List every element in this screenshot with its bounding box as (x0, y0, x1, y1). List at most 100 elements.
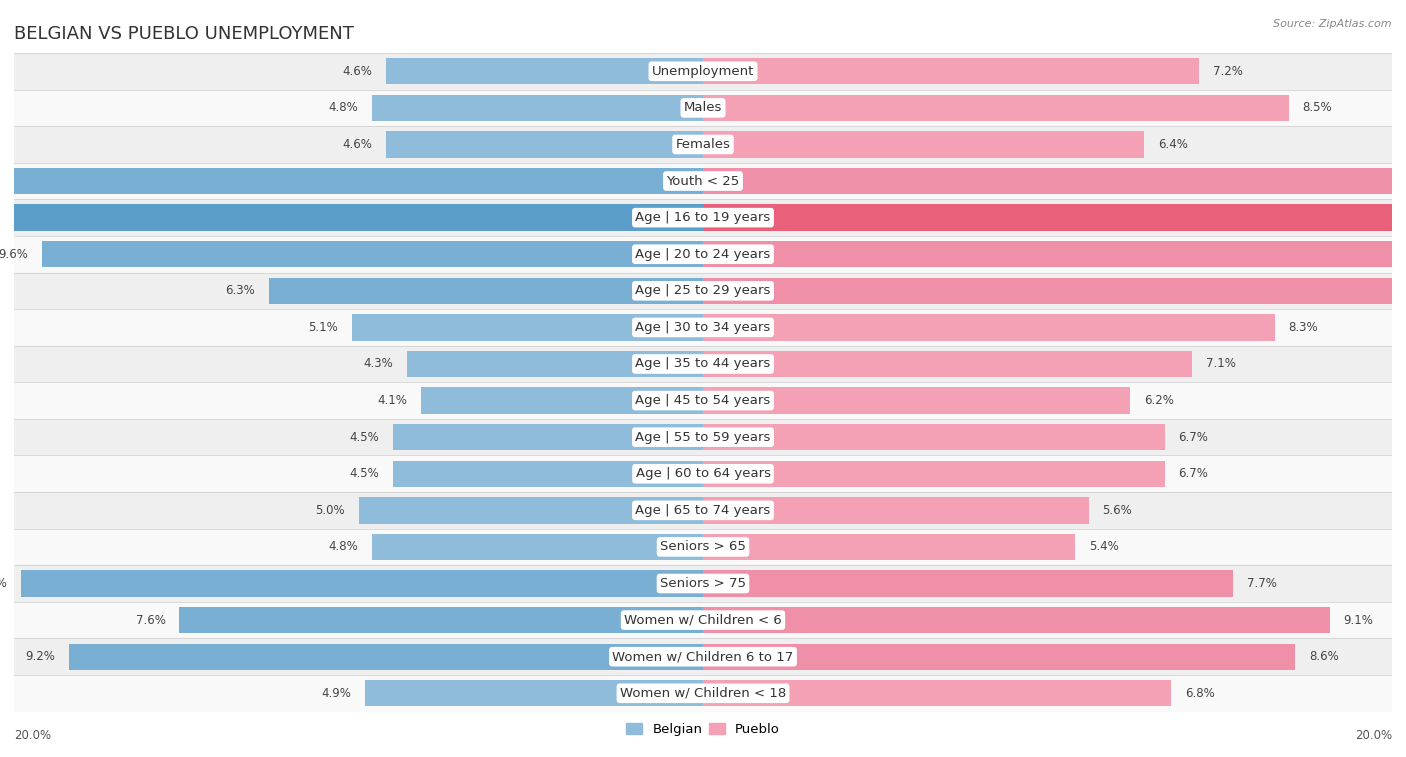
Text: BELGIAN VS PUEBLO UNEMPLOYMENT: BELGIAN VS PUEBLO UNEMPLOYMENT (14, 25, 354, 43)
Bar (14, 382, 1392, 419)
Bar (373, 534, 703, 560)
Bar (14, 638, 1392, 675)
Bar (703, 95, 1289, 121)
Bar (703, 350, 1192, 377)
Text: 7.2%: 7.2% (1213, 65, 1243, 78)
Text: Age | 16 to 19 years: Age | 16 to 19 years (636, 211, 770, 224)
Text: Youth < 25: Youth < 25 (666, 175, 740, 188)
Text: Females: Females (675, 138, 731, 151)
Bar (14, 309, 1392, 346)
Text: Source: ZipAtlas.com: Source: ZipAtlas.com (1274, 19, 1392, 29)
Bar (703, 497, 1088, 524)
Bar (14, 199, 1392, 236)
Bar (14, 528, 1392, 565)
Bar (703, 424, 1164, 450)
Bar (14, 565, 1392, 602)
Text: 4.5%: 4.5% (350, 431, 380, 444)
Bar (703, 204, 1406, 231)
Text: 4.3%: 4.3% (363, 357, 394, 370)
Text: 20.0%: 20.0% (14, 729, 51, 742)
Bar (366, 680, 703, 706)
Bar (14, 346, 1392, 382)
Bar (14, 273, 1392, 309)
Bar (42, 241, 703, 267)
Text: Age | 20 to 24 years: Age | 20 to 24 years (636, 248, 770, 260)
Text: Age | 60 to 64 years: Age | 60 to 64 years (636, 467, 770, 480)
Text: Age | 55 to 59 years: Age | 55 to 59 years (636, 431, 770, 444)
Text: 8.5%: 8.5% (1302, 101, 1331, 114)
Bar (0, 204, 703, 231)
Text: 5.0%: 5.0% (315, 504, 344, 517)
Text: 9.1%: 9.1% (1344, 614, 1374, 627)
Bar (14, 456, 1392, 492)
Bar (394, 424, 703, 450)
Text: 4.8%: 4.8% (329, 540, 359, 553)
Bar (703, 131, 1144, 157)
Text: 6.3%: 6.3% (225, 285, 256, 298)
Text: Age | 30 to 34 years: Age | 30 to 34 years (636, 321, 770, 334)
Bar (14, 163, 1392, 199)
Text: Women w/ Children < 6: Women w/ Children < 6 (624, 614, 782, 627)
Text: Age | 45 to 54 years: Age | 45 to 54 years (636, 394, 770, 407)
Text: 7.7%: 7.7% (1247, 577, 1277, 590)
Text: 9.9%: 9.9% (0, 577, 7, 590)
Bar (703, 388, 1130, 414)
Bar (269, 278, 703, 304)
Bar (394, 460, 703, 487)
Bar (14, 236, 1392, 273)
Legend: Belgian, Pueblo: Belgian, Pueblo (620, 717, 786, 741)
Bar (703, 643, 1295, 670)
Text: 6.2%: 6.2% (1144, 394, 1174, 407)
Bar (703, 460, 1164, 487)
Bar (69, 643, 703, 670)
Text: Age | 25 to 29 years: Age | 25 to 29 years (636, 285, 770, 298)
Text: 6.8%: 6.8% (1185, 687, 1215, 699)
Text: 6.7%: 6.7% (1178, 467, 1208, 480)
Text: 5.1%: 5.1% (308, 321, 337, 334)
Bar (14, 126, 1392, 163)
Bar (703, 168, 1406, 195)
Text: Age | 65 to 74 years: Age | 65 to 74 years (636, 504, 770, 517)
Bar (406, 350, 703, 377)
Text: 6.7%: 6.7% (1178, 431, 1208, 444)
Text: 8.6%: 8.6% (1309, 650, 1339, 663)
Bar (387, 58, 703, 85)
Text: 4.8%: 4.8% (329, 101, 359, 114)
Text: 5.4%: 5.4% (1088, 540, 1119, 553)
Bar (14, 89, 1392, 126)
Bar (180, 607, 703, 634)
Bar (703, 534, 1076, 560)
Text: 9.2%: 9.2% (25, 650, 55, 663)
Bar (703, 607, 1330, 634)
Text: Seniors > 65: Seniors > 65 (659, 540, 747, 553)
Bar (359, 497, 703, 524)
Text: 4.1%: 4.1% (377, 394, 406, 407)
Bar (14, 419, 1392, 456)
Text: Age | 35 to 44 years: Age | 35 to 44 years (636, 357, 770, 370)
Bar (373, 95, 703, 121)
Text: Seniors > 75: Seniors > 75 (659, 577, 747, 590)
Bar (703, 570, 1233, 597)
Text: 8.3%: 8.3% (1289, 321, 1319, 334)
Text: 4.6%: 4.6% (343, 138, 373, 151)
Bar (703, 314, 1275, 341)
Text: 7.6%: 7.6% (136, 614, 166, 627)
Text: Males: Males (683, 101, 723, 114)
Bar (0, 168, 703, 195)
Text: 9.6%: 9.6% (0, 248, 28, 260)
Bar (387, 131, 703, 157)
Text: Women w/ Children < 18: Women w/ Children < 18 (620, 687, 786, 699)
Bar (703, 241, 1406, 267)
Text: 4.6%: 4.6% (343, 65, 373, 78)
Bar (703, 278, 1406, 304)
Text: 20.0%: 20.0% (1355, 729, 1392, 742)
Bar (352, 314, 703, 341)
Bar (420, 388, 703, 414)
Text: 4.9%: 4.9% (322, 687, 352, 699)
Bar (14, 675, 1392, 712)
Text: Women w/ Children 6 to 17: Women w/ Children 6 to 17 (613, 650, 793, 663)
Bar (14, 602, 1392, 638)
Bar (21, 570, 703, 597)
Text: Unemployment: Unemployment (652, 65, 754, 78)
Text: 6.4%: 6.4% (1157, 138, 1188, 151)
